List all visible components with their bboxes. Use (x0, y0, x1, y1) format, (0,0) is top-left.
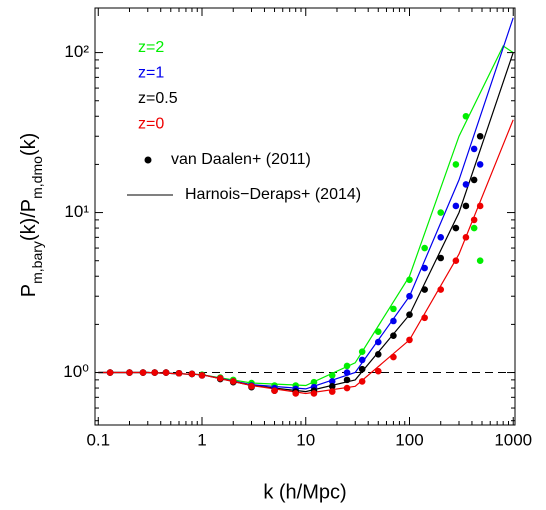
data-point (406, 276, 413, 284)
data-point (343, 376, 351, 384)
data-point (310, 390, 318, 397)
data-point (406, 292, 413, 300)
data-point (406, 336, 413, 344)
y-label-part: (k) (18, 133, 40, 156)
data-point (358, 356, 366, 364)
y-label-part: P (18, 284, 40, 297)
data-point (452, 224, 460, 232)
y-axis-label: Pm,bary(k)/Pm,dmo(k) (18, 133, 44, 297)
data-point (151, 369, 159, 376)
data-point (343, 362, 351, 370)
legend-label: z=1 (138, 65, 164, 82)
data-point (476, 132, 484, 140)
data-point (462, 112, 470, 120)
data-point (476, 257, 484, 265)
data-point (390, 317, 397, 325)
data-point (162, 369, 170, 376)
data-point (437, 254, 445, 262)
data-point (452, 257, 460, 265)
x-tick-label: 0.1 (86, 430, 110, 449)
data-point (390, 305, 397, 313)
data-point (476, 202, 484, 210)
data-point (437, 234, 445, 241)
y-label-part: m,dmo (29, 156, 45, 199)
data-point (452, 202, 460, 210)
legend-label: van Daalen+ (2011) (171, 151, 311, 168)
data-point (421, 314, 428, 322)
x-tick-label: 1 (197, 430, 206, 449)
x-tick-label: 10 (296, 430, 315, 449)
data-point (390, 353, 397, 361)
data-point (452, 161, 460, 168)
legend-label: Harnois−Deraps+ (2014) (185, 186, 361, 203)
plot-frame (94, 7, 516, 426)
data-point (328, 378, 336, 385)
data-point (421, 286, 428, 293)
data-point (437, 209, 445, 216)
data-point (358, 365, 366, 373)
data-point (406, 311, 413, 318)
data-point (328, 383, 336, 390)
y-label-part: m,bary (29, 241, 45, 284)
data-point (216, 375, 224, 382)
data-point (175, 369, 183, 377)
x-axis-label: k (h/Mpc) (263, 481, 346, 503)
data-point (470, 145, 478, 153)
data-point (188, 370, 196, 378)
data-point (106, 369, 114, 376)
data-point (328, 388, 336, 395)
data-point (374, 367, 382, 375)
data-point (421, 264, 428, 272)
y-tick-label: 10² (64, 42, 89, 61)
legend-dot (144, 156, 152, 164)
data-point (462, 181, 470, 188)
data-point (310, 378, 318, 386)
data-point (198, 372, 206, 379)
y-label-part: (k)/P (18, 199, 40, 241)
data-point (229, 378, 237, 385)
data-point (271, 387, 278, 395)
data-point (126, 369, 133, 376)
data-point (470, 176, 478, 184)
data-point (343, 369, 351, 376)
data-point (139, 369, 147, 376)
data-point (374, 351, 382, 358)
data-point (358, 348, 366, 355)
y-tick-label: 10¹ (64, 202, 89, 221)
legend-label: z=2 (138, 39, 164, 56)
data-point (374, 338, 382, 346)
legend-label: z=0.5 (138, 90, 178, 107)
data-point (421, 244, 428, 252)
plot-area (95, 17, 515, 397)
x-tick-label: 1000 (494, 430, 532, 449)
data-point (462, 234, 470, 241)
data-point (470, 224, 478, 232)
legend-label: z=0 (138, 116, 164, 133)
data-point (292, 390, 299, 397)
data-point (374, 328, 382, 336)
y-tick-label: 10⁰ (63, 362, 89, 381)
data-point (248, 383, 255, 390)
data-point (462, 202, 470, 210)
data-point (343, 384, 351, 392)
data-point (390, 332, 397, 339)
data-point (470, 216, 478, 224)
data-point (437, 286, 445, 293)
data-point (358, 378, 366, 385)
data-point (476, 161, 484, 168)
data-point (328, 372, 336, 379)
x-tick-label: 100 (395, 430, 423, 449)
